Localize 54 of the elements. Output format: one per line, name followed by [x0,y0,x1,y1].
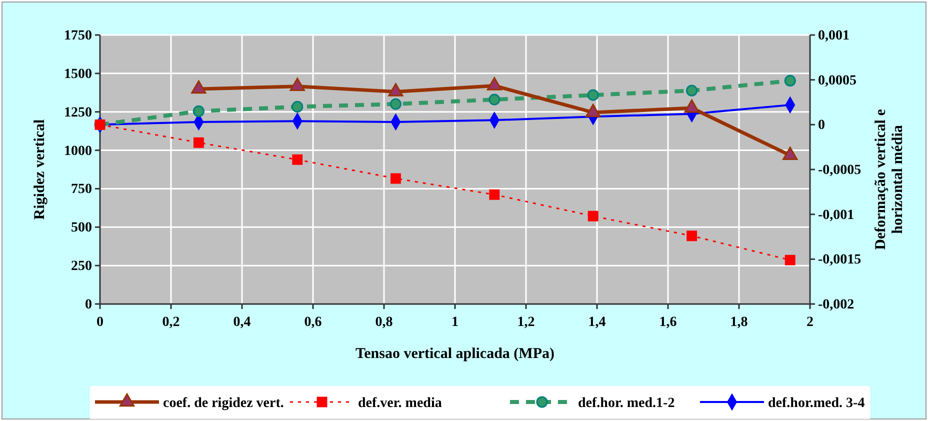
y2-tick-label: 0,0005 [818,73,856,88]
y-tick-label: 750 [71,182,92,198]
y-tick-label: 1750 [64,28,92,44]
x-tick-label: 1,4 [588,315,606,330]
point [686,84,698,96]
x-axis-title: Tensao vertical aplicada (MPa) [355,346,555,362]
y2-axis-title: Deformação vertical e horizontal média [872,108,906,250]
point [588,210,598,222]
x-tick-label: 0,8 [375,315,393,330]
point [782,146,798,160]
point [388,83,404,96]
point [390,98,402,110]
y-axis-title: Rigidez vertical [32,119,48,220]
x-tick-label: 0 [96,315,104,330]
point [784,74,796,87]
y2-tick-label: 0,001 [818,28,850,44]
point [686,230,698,242]
x-tick-label: 1,8 [730,315,748,330]
point [292,154,303,165]
x-tick-label: 0,2 [162,315,180,330]
point [586,104,601,118]
legend-label: def.ver. media [358,396,442,411]
point [292,100,304,113]
point [193,137,204,148]
x-tick-label: 2 [806,315,814,330]
y-tick-label: 0 [85,297,92,312]
point [489,189,500,200]
point [486,77,502,90]
point [192,105,204,118]
x-tick-label: 1 [452,315,458,330]
y-tick-label: 500 [71,220,92,236]
point [587,89,599,101]
point [488,94,500,106]
y2-tick-label: -0,002 [818,297,854,312]
legend-label: coef. de rigidez vert. [163,396,284,411]
y-tick-label: 250 [71,259,92,274]
x-tick-label: 0,6 [304,315,322,330]
y2-tick-label: -0,0015 [818,252,862,268]
x-tick-label: 1,2 [517,315,535,330]
y-tick-label: 1000 [64,144,92,159]
legend-label: def.hor.med. 3-4 [768,396,865,411]
point [290,78,305,92]
y2-tick-label: -0,001 [818,208,854,223]
legend-label: def.hor. med.1-2 [578,396,675,411]
point [784,254,796,266]
x-tick-label: 0,4 [233,315,251,330]
y2-tick-label: 0 [818,118,825,134]
point [684,99,700,113]
point [390,173,401,184]
y-tick-label: 1250 [64,105,92,120]
x-tick-label: 1,6 [659,315,677,330]
y2-tick-label: -0,0005 [818,162,862,178]
y-tick-label: 1500 [64,66,92,82]
point [191,80,206,94]
